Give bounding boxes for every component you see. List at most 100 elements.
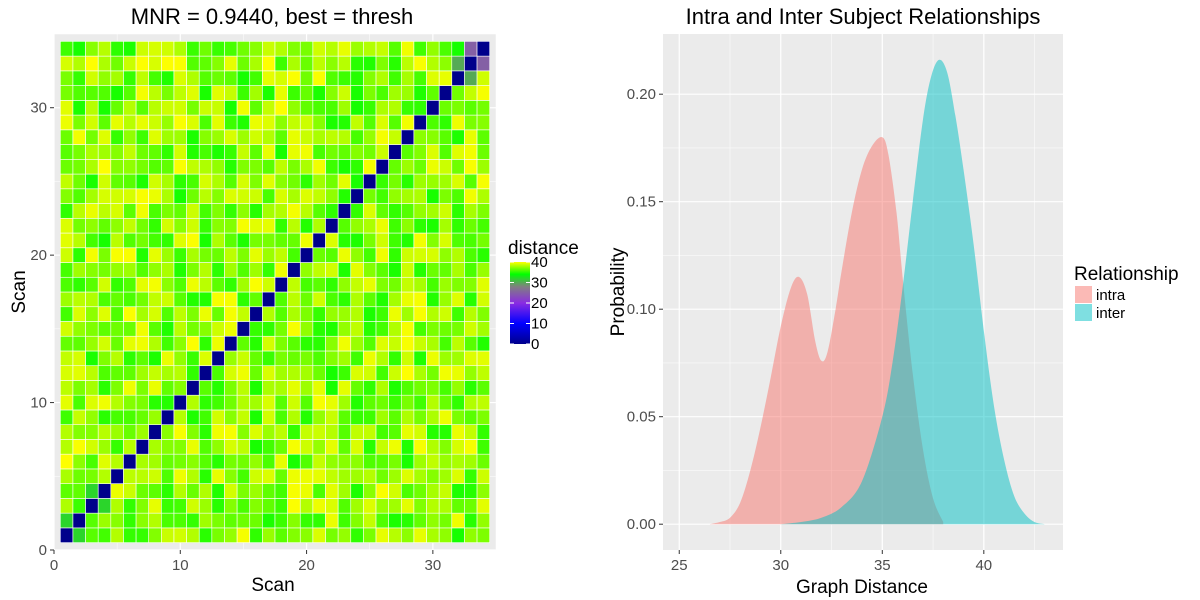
heatmap-cell <box>148 394 162 411</box>
heatmap-cell <box>123 335 137 352</box>
heatmap-cell <box>85 129 99 145</box>
heatmap-cell <box>186 159 200 175</box>
heatmap-cell <box>148 173 162 190</box>
heatmap-cell <box>451 129 465 145</box>
heatmap-cell <box>60 41 74 57</box>
heatmap-cell <box>148 114 162 131</box>
heatmap-cell <box>363 409 377 425</box>
x-tick-label: 20 <box>298 557 315 574</box>
heatmap-cell <box>375 424 389 440</box>
heatmap-cell <box>249 321 263 337</box>
heatmap-cell <box>249 468 263 484</box>
heatmap-cell <box>413 306 427 322</box>
heatmap-cell <box>464 335 478 352</box>
heatmap-cell <box>110 394 124 411</box>
heatmap-cell <box>186 394 200 411</box>
heatmap-cell <box>135 262 150 278</box>
heatmap-cell <box>224 483 238 499</box>
heatmap-cell <box>236 483 251 499</box>
heatmap-cell <box>97 85 112 101</box>
heatmap-cell <box>262 114 276 131</box>
heatmap-cell <box>299 144 314 160</box>
heatmap-cell <box>161 173 175 190</box>
heatmap-cell <box>464 100 478 116</box>
heatmap-cell <box>72 291 86 308</box>
heatmap-cell <box>262 144 276 160</box>
heatmap-cell <box>438 321 453 337</box>
heatmap-cell <box>451 203 465 219</box>
heatmap-cell <box>337 100 352 116</box>
y-tick-label: 0.20 <box>627 86 656 103</box>
heatmap-cell <box>186 512 200 529</box>
heatmap-cell <box>85 512 99 529</box>
heatmap-cell <box>287 365 301 381</box>
heatmap-cell <box>211 498 225 514</box>
heatmap-cell <box>299 173 314 190</box>
heatmap-cell <box>350 41 364 57</box>
heatmap-cell <box>388 424 402 440</box>
heatmap-cell <box>236 409 251 425</box>
heatmap-cell <box>249 453 263 470</box>
heatmap-cell <box>60 70 74 86</box>
heatmap-cell <box>476 114 490 131</box>
heatmap-cell <box>110 217 124 234</box>
heatmap-cell <box>400 291 415 308</box>
heatmap-cell <box>413 365 427 381</box>
heatmap-cell <box>299 114 314 131</box>
heatmap-cell <box>464 365 478 381</box>
heatmap-cell <box>426 468 440 484</box>
heatmap-cell <box>135 159 150 175</box>
heatmap-cell <box>438 262 453 278</box>
heatmap-cell <box>262 483 276 499</box>
heatmap-cell <box>85 483 99 499</box>
heatmap-cell <box>312 217 326 234</box>
heatmap-cell <box>299 453 314 470</box>
heatmap-cell <box>249 100 263 116</box>
heatmap-cell <box>325 527 339 543</box>
heatmap-cell <box>249 424 263 440</box>
heatmap-cell <box>262 217 276 234</box>
heatmap-cell <box>274 173 288 190</box>
heatmap-cell <box>413 129 427 145</box>
heatmap-cell <box>123 321 137 337</box>
heatmap-cell <box>363 291 377 308</box>
heatmap-cell <box>60 262 74 278</box>
heatmap-cell <box>476 453 490 470</box>
heatmap-cell <box>211 55 225 72</box>
heatmap-cell <box>451 483 465 499</box>
heatmap-cell <box>400 129 415 145</box>
heatmap-cell <box>299 468 314 484</box>
heatmap-cell <box>198 188 213 204</box>
heatmap-cell <box>123 203 137 219</box>
heatmap-cell <box>299 350 314 367</box>
heatmap-cell <box>451 306 465 322</box>
heatmap-cell <box>135 350 150 367</box>
heatmap-cell <box>148 217 162 234</box>
heatmap-cell <box>363 512 377 529</box>
heatmap-cell <box>476 468 490 484</box>
heatmap-cell <box>350 55 364 72</box>
heatmap-cell <box>287 453 301 470</box>
heatmap-cell <box>375 468 389 484</box>
heatmap-cell <box>476 291 490 308</box>
heatmap-cell <box>337 321 352 337</box>
heatmap-cell <box>262 85 276 101</box>
heatmap-cell <box>274 335 288 352</box>
heatmap-cell <box>375 321 389 337</box>
heatmap-cell <box>72 55 86 72</box>
heatmap-cell <box>224 276 238 293</box>
heatmap-cell <box>287 159 301 175</box>
heatmap-cell <box>173 394 187 411</box>
heatmap-cell <box>312 247 326 263</box>
heatmap-cell <box>274 41 288 57</box>
heatmap-cell <box>476 173 490 190</box>
heatmap-cell <box>60 335 74 352</box>
heatmap-cell <box>60 144 74 160</box>
heatmap-cell <box>476 498 490 514</box>
heatmap-cell <box>438 232 453 249</box>
heatmap-cell <box>325 512 339 529</box>
heatmap-cell <box>325 483 339 499</box>
heatmap-cell <box>186 321 200 337</box>
heatmap-cell <box>375 394 389 411</box>
heatmap-cell <box>173 217 187 234</box>
